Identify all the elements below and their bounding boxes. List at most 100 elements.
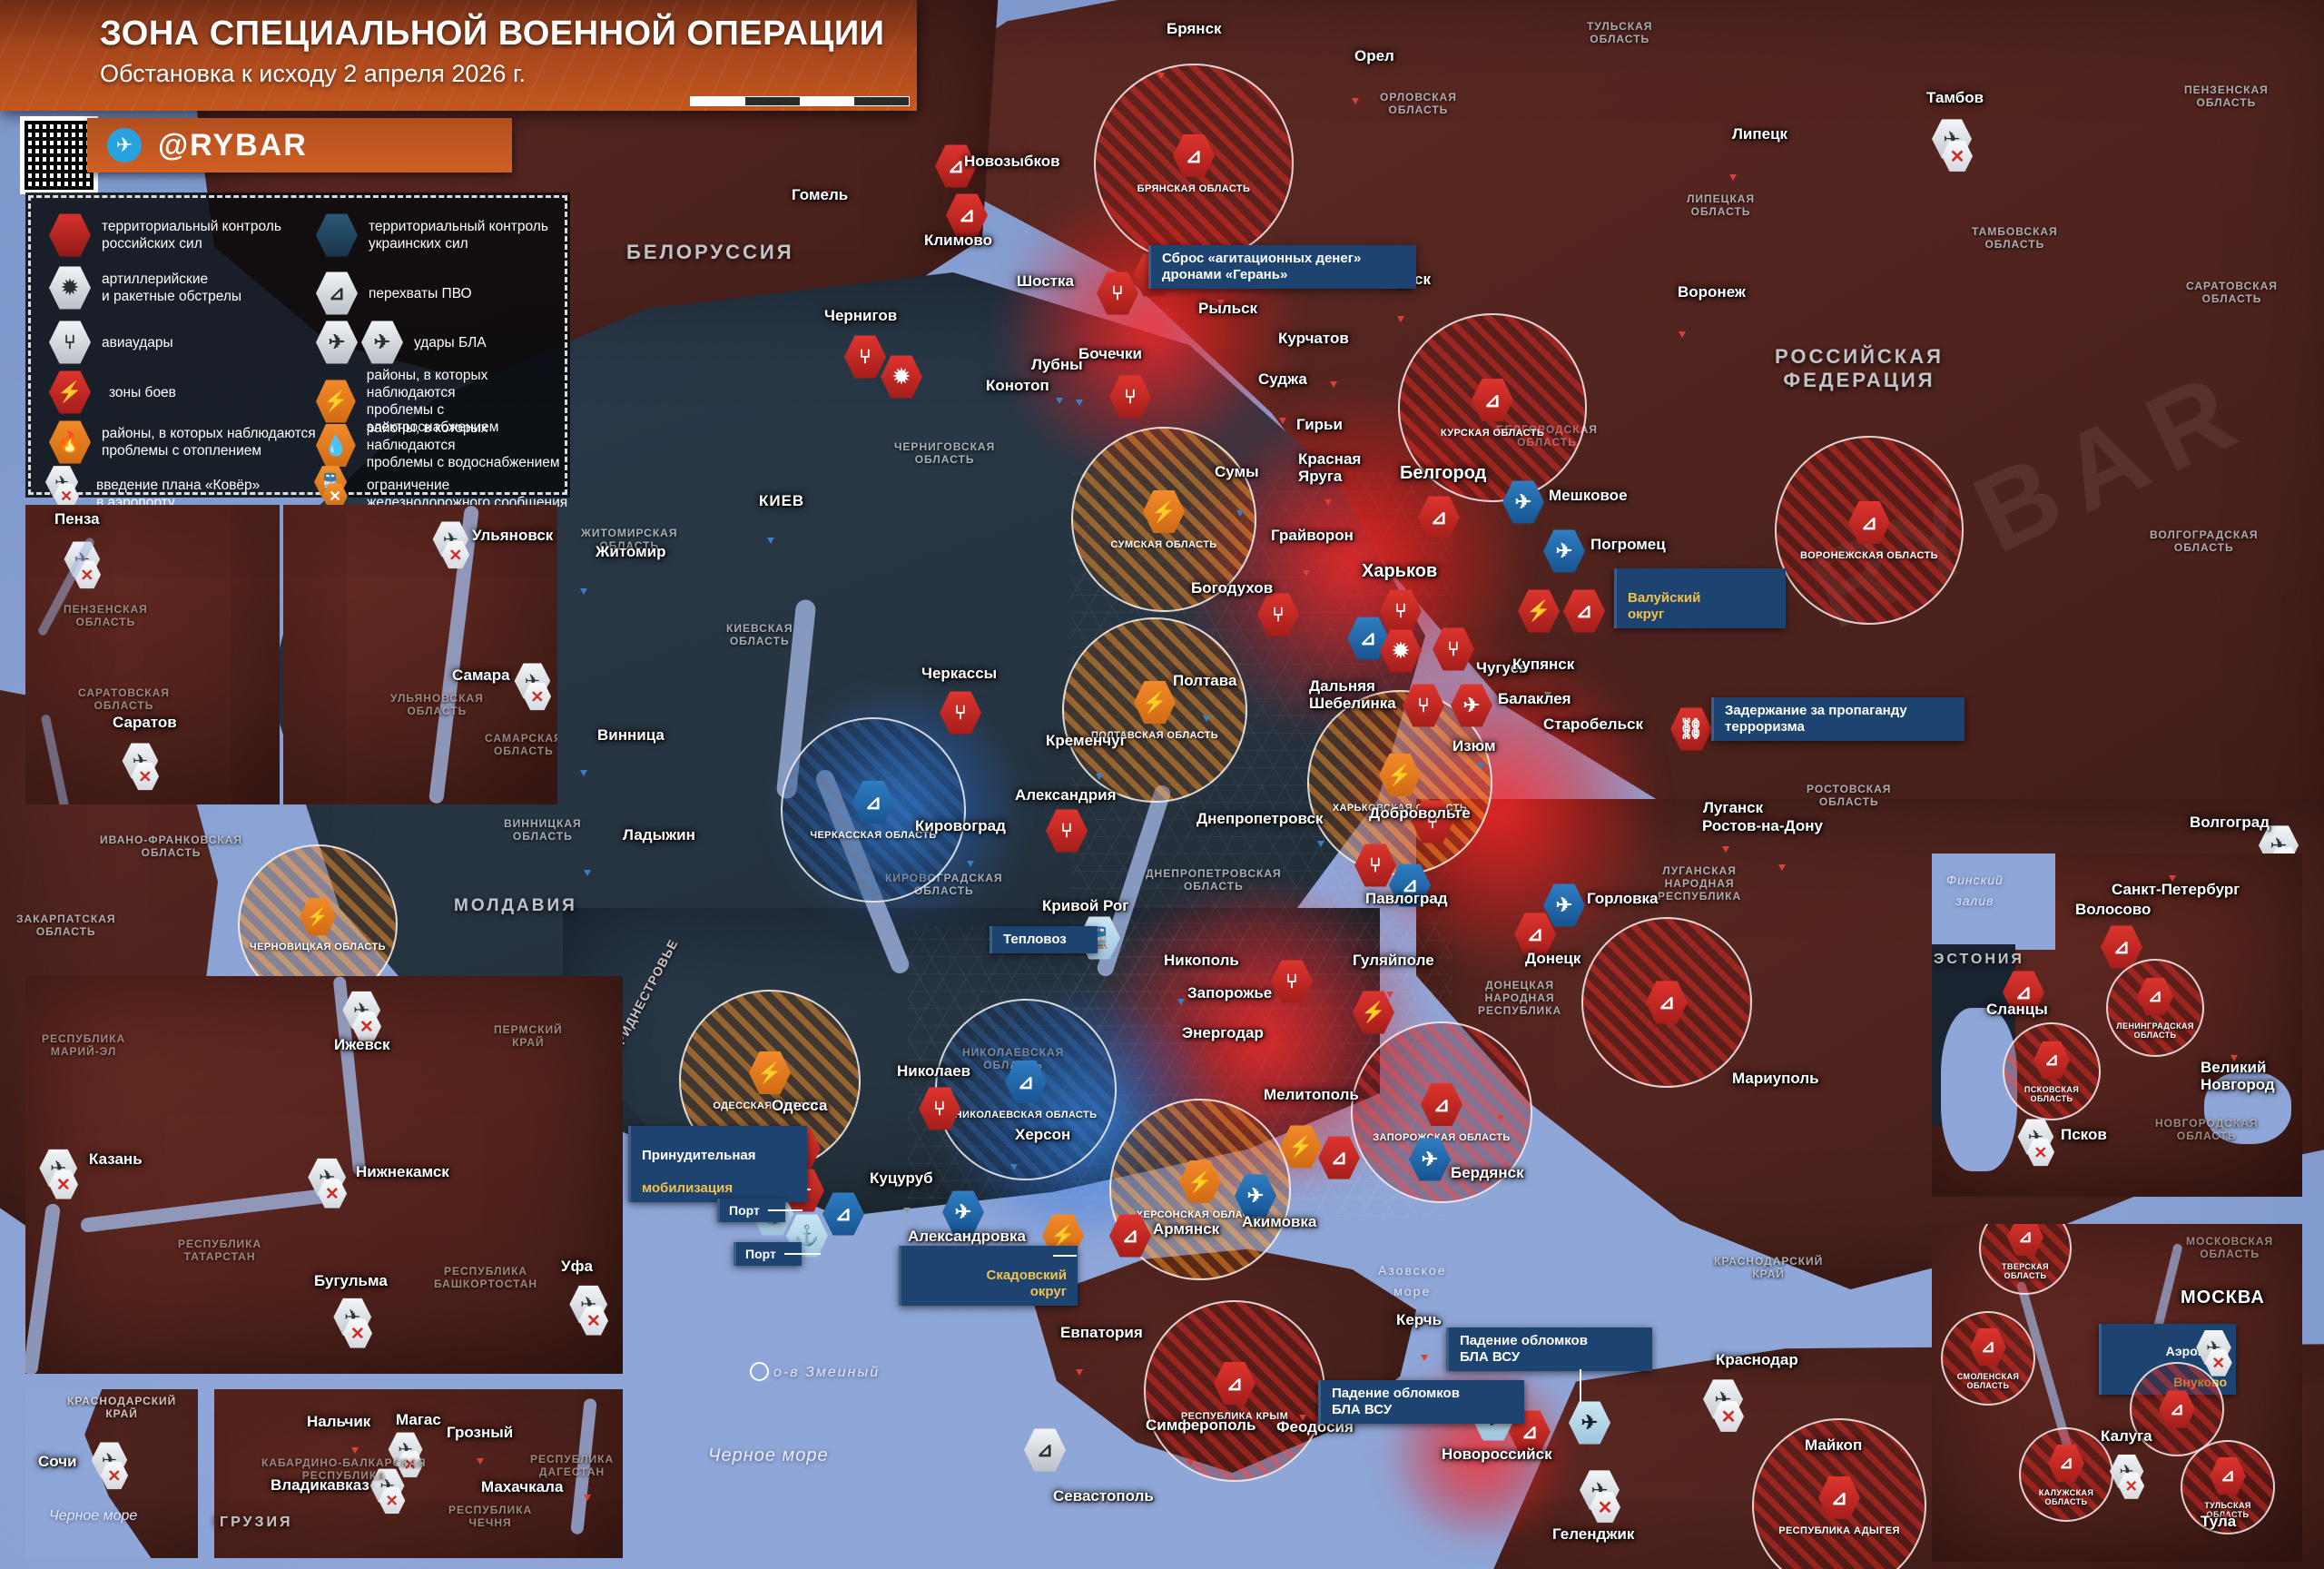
region-badge-label: ЧЕРКАССКАЯ ОБЛАСТЬ xyxy=(810,829,937,841)
region-badge-poltava[interactable]: ⚡ ПОЛТАВСКАЯ ОБЛАСТЬ xyxy=(1062,617,1247,803)
region-badge-donetsk[interactable]: ⊿ xyxy=(1581,917,1752,1088)
city-label-tula: Тула xyxy=(2201,1513,2237,1530)
callout-locomotive[interactable]: Тепловоз xyxy=(990,926,1098,953)
marker-ufa-airport[interactable]: ✈ ✕ xyxy=(569,1285,614,1340)
marker-pskov-airport[interactable]: ✈ ✕ xyxy=(2017,1118,2061,1170)
caucasus-inset[interactable]: Нальчик ✈ ✕ Магас Грозный ✈ ✕ Владикавказ … xyxy=(214,1389,623,1558)
marker-magas-airport[interactable]: ✈ ✕ xyxy=(388,1431,429,1481)
city-label-volgograd: Волгоград xyxy=(2190,814,2270,831)
lightning-orange-icon: ⚡ xyxy=(1143,490,1185,533)
lightning-orange-icon: ⚡ xyxy=(316,380,356,423)
lightning-red-icon: ⚡ xyxy=(49,370,91,414)
city-label-gorlovka: Горловка xyxy=(1587,890,1659,907)
region-badge-label: ХЕРСОНСКАЯ ОБЛАСТЬ xyxy=(1136,1209,1265,1220)
marker-sochi-airport[interactable]: ✈ ✕ xyxy=(91,1441,134,1494)
country-label-georgia-inset: ГРУЗИЯ xyxy=(220,1515,293,1530)
city-label-slantsy: Сланцы xyxy=(1986,1001,2048,1018)
region-badge-label: КАЛУЖСКАЯ ОБЛАСТЬ xyxy=(2038,1487,2094,1506)
callout-forced-mobilization[interactable]: Принудительная мобилизация xyxy=(628,1126,807,1202)
marker-kaluga-airport[interactable]: ✈ ✕ xyxy=(2109,1454,2150,1503)
marker-bugulma-airport[interactable]: ✈ ✕ xyxy=(333,1298,378,1353)
legend-item-heating-problems: 🔥 районы, в которых наблюдаются проблемы… xyxy=(49,419,316,465)
callout-terrorism-propaganda-arrest[interactable]: Задержание за пропаганду терроризма xyxy=(1711,697,1965,741)
marker-slantsy[interactable]: ⊿ xyxy=(2003,971,2044,1014)
marker-tambov-airport[interactable]: ✈ ✕ xyxy=(1932,118,1979,176)
city-label-lipetsk: Липецк xyxy=(1732,125,1788,143)
region-badge-kaluga-oblast[interactable]: ⊿ КАЛУЖСКАЯ ОБЛАСТЬ xyxy=(2019,1427,2113,1522)
legend-label: территориальный контроль российских сил xyxy=(102,219,281,252)
region-badge-label: КУРСКАЯ ОБЛАСТЬ xyxy=(1440,427,1545,439)
callout-port-1[interactable]: Порт xyxy=(717,1199,785,1222)
region-badge-sumy[interactable]: ⚡ СУМСКАЯ ОБЛАСТЬ xyxy=(1071,427,1256,612)
oblast-label: ПЕНЗЕНСКАЯ ОБЛАСТЬ xyxy=(2184,84,2269,109)
oblast-label: ТУЛЬСКАЯ ОБЛАСТЬ xyxy=(1587,20,1653,45)
region-badge-zaporozhye[interactable]: ⊿ ЗАПОРОЖСКАЯ ОБЛАСТЬ xyxy=(1351,1021,1532,1203)
marker-gelendzhik-airport[interactable]: ✈ ✕ xyxy=(1580,1469,1627,1527)
marker-nizhnekamsk-airport[interactable]: ✈ ✕ xyxy=(308,1158,352,1213)
leningrad-inset[interactable]: Финский залив ЭСТОНИЯ Санкт-Петербург ⊿ … xyxy=(1932,854,2302,1197)
city-label-kharkov: Харьков xyxy=(1362,561,1438,581)
air-defense-icon: ⊿ xyxy=(316,271,358,315)
legend-panel: территориальный контроль российских сил … xyxy=(25,192,570,510)
marker-volosovo[interactable]: ⊿ xyxy=(2101,925,2142,969)
marker-odessa-air-defense[interactable]: ⊿ xyxy=(822,1192,864,1236)
callout-valuyki-district[interactable]: Валуйский округ xyxy=(1614,568,1786,628)
region-badge-smolensk-oblast[interactable]: ⊿ СМОЛЕНСКАЯ ОБЛАСТЬ xyxy=(1941,1311,2035,1406)
city-label-moscow: МОСКВА xyxy=(2181,1288,2265,1308)
marker-saratov-airport[interactable]: ✈ ✕ xyxy=(122,742,165,794)
region-badge-voronezh[interactable]: ⊿ ВОРОНЕЖСКАЯ ОБЛАСТЬ xyxy=(1775,436,1964,625)
oblast-label: ВИННИЦКАЯ ОБЛАСТЬ xyxy=(504,817,582,843)
legend-label: авиаудары xyxy=(102,334,173,350)
marker-izhevsk-airport[interactable]: ✈ ✕ xyxy=(342,991,387,1046)
marker-vladikavkaz-airport[interactable]: ✈ ✕ xyxy=(369,1467,411,1517)
region-badge-pskov-oblast[interactable]: ⊿ ПСКОВСКАЯ ОБЛАСТЬ xyxy=(2003,1022,2101,1120)
region-badge-mykolaiv[interactable]: ⊿ НИКОЛАЕВСКАЯ ОБЛАСТЬ xyxy=(935,999,1117,1180)
oblast-label: ЧЕРНИГОВСКАЯ ОБЛАСТЬ xyxy=(894,440,996,466)
region-badge-bryansk[interactable]: ⊿ БРЯНСКАЯ ОБЛАСТЬ xyxy=(1094,64,1294,263)
marker-vnukovo-airport[interactable]: ✈ ✕ xyxy=(2196,1329,2238,1380)
city-label-starobelsk: Старобельск xyxy=(1543,715,1643,733)
region-badge-label: РЕСПУБЛИКА АДЫГЕЯ xyxy=(1778,1525,1900,1536)
marker-chernigov-bombs[interactable]: ⑂ xyxy=(844,335,886,379)
oblast-label: МОСКОВСКАЯ ОБЛАСТЬ xyxy=(2186,1235,2274,1260)
city-label-dalnyaya-shebelinka: Дальняя Шебелинка xyxy=(1309,677,1396,712)
uav-icon: ✈ xyxy=(316,321,358,364)
callout-uav-debris-1[interactable]: Падение обломков БЛА ВСУ xyxy=(1446,1327,1652,1371)
marker-samara-airport[interactable]: ✈ ✕ xyxy=(514,662,557,715)
marker-ulyanovsk-airport[interactable]: ✈ ✕ xyxy=(432,520,476,573)
city-label-pavlograd: Павлоград xyxy=(1365,890,1448,907)
air-defense-icon: ⊿ xyxy=(1970,1327,2006,1367)
region-badge-kursk[interactable]: ⊿ КУРСКАЯ ОБЛАСТЬ xyxy=(1398,313,1587,502)
callout-uav-debris-2[interactable]: Падение обломков БЛА ВСУ xyxy=(1318,1380,1524,1424)
region-badge-label: ПСКОВСКАЯ ОБЛАСТЬ xyxy=(2024,1084,2080,1103)
city-label-bryansk: Брянск xyxy=(1167,20,1222,37)
region-badge-adygea[interactable]: ⊿ РЕСПУБЛИКА АДЫГЕЯ xyxy=(1752,1418,1926,1569)
region-badge-crimea[interactable]: ⊿ РЕСПУБЛИКА КРЫМ xyxy=(1144,1300,1325,1482)
explosion-icon: ✹ xyxy=(49,266,91,310)
brand-strip[interactable]: ✈ @RYBAR xyxy=(87,118,512,173)
air-defense-icon: ⊿ xyxy=(1173,134,1215,177)
city-label-lubny: Лубны xyxy=(1031,356,1083,373)
ulyanovsk-samara-inset[interactable]: ✈ ✕ Ульяновск Самара ✈ ✕ УЛЬЯНОВСКАЯ ОБЛАС… xyxy=(283,505,557,804)
moscow-inset[interactable]: ⊿ ТВЕРСКАЯ ОБЛАСТЬ МОСКОВСКАЯ ОБЛАСТЬ ⊿ … xyxy=(1932,1224,2302,1562)
sochi-inset[interactable]: КРАСНОДАРСКИЙ КРАЙ ✈ ✕ Сочи Черное море xyxy=(25,1389,198,1558)
marker-chernigov-explosion[interactable]: ✹ xyxy=(881,355,922,399)
callout-skadovsk-district[interactable]: Скадовский округ xyxy=(899,1246,1078,1306)
region-badge-leningrad-oblast[interactable]: ⊿ ЛЕНИНГРАДСКАЯ ОБЛАСТЬ xyxy=(2106,959,2204,1057)
air-defense-icon: ⊿ xyxy=(1421,1083,1462,1126)
city-label-kaluga: Калуга xyxy=(2101,1427,2152,1445)
marker-kazan-airport[interactable]: ✈ ✕ xyxy=(39,1149,84,1204)
penza-saratov-inset[interactable]: ✈✕ Пенза ПЕНЗЕНСКАЯ ОБЛАСТЬ САРАТОВСКАЯ … xyxy=(25,505,280,804)
callout-leader-line xyxy=(768,1209,803,1211)
tatarstan-inset[interactable]: ✈ ✕ Ижевск РЕСПУБЛИКА МАРИЙ-ЭЛ ПЕРМСКИЙ К… xyxy=(25,976,623,1374)
marker-krasnodar-airport[interactable]: ✈ ✕ xyxy=(1703,1378,1750,1436)
callout-geran-money-drop[interactable]: Сброс «агитационных денег» дронами «Гера… xyxy=(1148,245,1416,289)
city-label-cherkassy: Черкассы xyxy=(921,665,998,682)
region-badge-moscow-region[interactable]: ⊿ xyxy=(2130,1362,2224,1456)
region-badge-label: БРЯНСКАЯ ОБЛАСТЬ xyxy=(1137,183,1251,194)
city-label-aleksandriya: Александрия xyxy=(1015,786,1117,804)
legend-label: введение плана «Ковёр» в аэропорту xyxy=(96,478,261,510)
region-badge-label: ВОРОНЕЖСКАЯ ОБЛАСТЬ xyxy=(1800,549,1938,561)
region-badge-cherkassy[interactable]: ⊿ ЧЕРКАССКАЯ ОБЛАСТЬ xyxy=(781,717,966,903)
